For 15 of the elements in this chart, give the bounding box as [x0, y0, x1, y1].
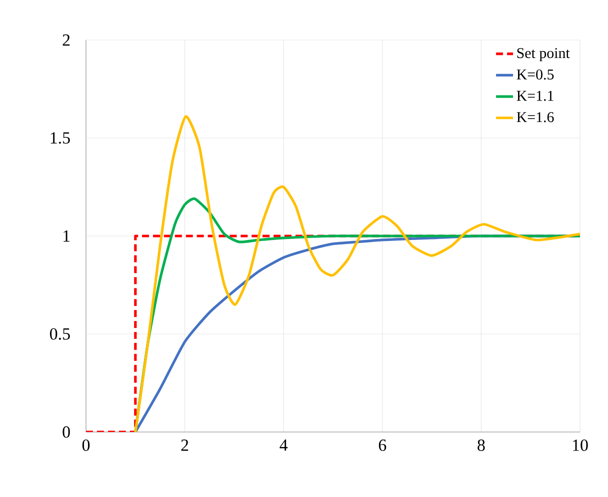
x-tick-label: 10	[573, 440, 588, 451]
y-tick-label: 0.5	[50, 328, 70, 340]
x-tick-label: 6	[378, 440, 386, 451]
y-tick-label: 2	[62, 34, 70, 46]
legend-label: K=1.1	[516, 90, 554, 101]
legend-label: Set point	[517, 48, 570, 62]
x-tick-label: 0	[82, 440, 90, 451]
y-tick-label: 0	[62, 426, 70, 438]
legend-label: K=0.5	[516, 69, 554, 80]
x-tick-label: 8	[478, 440, 485, 451]
x-tick-label: 4	[280, 440, 288, 451]
y-tick-label: 1	[64, 230, 70, 242]
y-tick-label: 1.5	[50, 132, 70, 144]
legend-label: K=1.6	[516, 112, 554, 122]
x-tick-label: 2	[181, 440, 188, 451]
